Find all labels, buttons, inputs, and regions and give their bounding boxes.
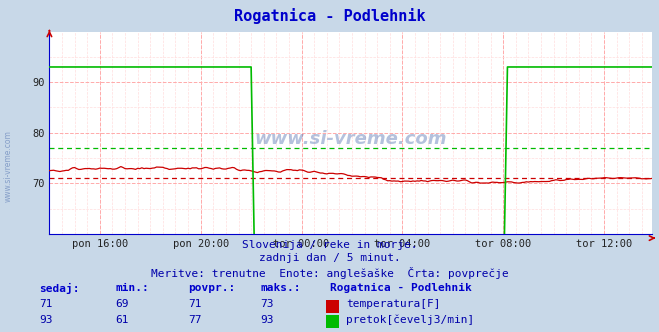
Text: 93: 93	[40, 315, 53, 325]
Text: www.si-vreme.com: www.si-vreme.com	[254, 130, 447, 148]
Text: sedaj:: sedaj:	[40, 283, 80, 294]
Text: Rogatnica - Podlehnik: Rogatnica - Podlehnik	[234, 8, 425, 24]
Text: zadnji dan / 5 minut.: zadnji dan / 5 minut.	[258, 253, 401, 263]
Text: 61: 61	[115, 315, 129, 325]
Text: min.:: min.:	[115, 283, 149, 293]
Text: 71: 71	[40, 299, 53, 309]
Text: www.si-vreme.com: www.si-vreme.com	[3, 130, 13, 202]
Text: temperatura[F]: temperatura[F]	[346, 299, 440, 309]
Text: 73: 73	[260, 299, 273, 309]
Text: 69: 69	[115, 299, 129, 309]
Text: Rogatnica - Podlehnik: Rogatnica - Podlehnik	[330, 283, 471, 293]
Text: 71: 71	[188, 299, 201, 309]
Text: 93: 93	[260, 315, 273, 325]
Text: 77: 77	[188, 315, 201, 325]
Text: povpr.:: povpr.:	[188, 283, 235, 293]
Text: Slovenija / reke in morje.: Slovenija / reke in morje.	[242, 240, 417, 250]
Text: pretok[čevelj3/min]: pretok[čevelj3/min]	[346, 315, 474, 325]
Text: maks.:: maks.:	[260, 283, 301, 293]
Text: Meritve: trenutne  Enote: anglešaške  Črta: povprečje: Meritve: trenutne Enote: anglešaške Črta…	[151, 267, 508, 279]
